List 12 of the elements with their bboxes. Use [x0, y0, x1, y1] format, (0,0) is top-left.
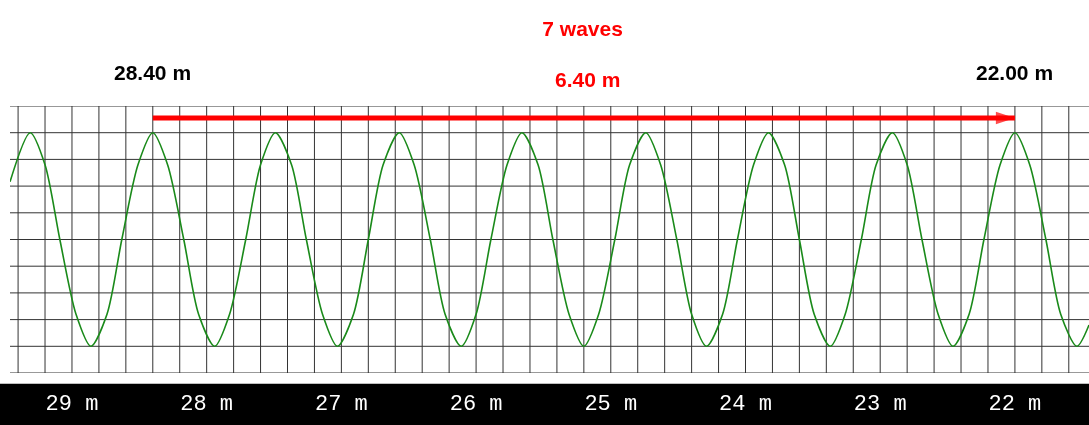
x-tick-label: 24 m — [719, 392, 772, 417]
chart-title: 7 waves — [542, 16, 623, 40]
x-tick-label: 28 m — [180, 392, 234, 417]
x-tick-label: 23 m — [853, 392, 907, 417]
annotation: 28.40 m — [114, 61, 192, 84]
x-tick-label: 26 m — [449, 392, 503, 417]
x-tick-label: 27 m — [314, 392, 368, 417]
text: 6.40 m — [555, 68, 621, 91]
x-tick-label: 22 m — [988, 392, 1042, 417]
annotation: 22.00 m — [976, 61, 1054, 84]
x-tick-label: 25 m — [584, 392, 638, 417]
x-tick-label: 29 m — [45, 392, 99, 417]
